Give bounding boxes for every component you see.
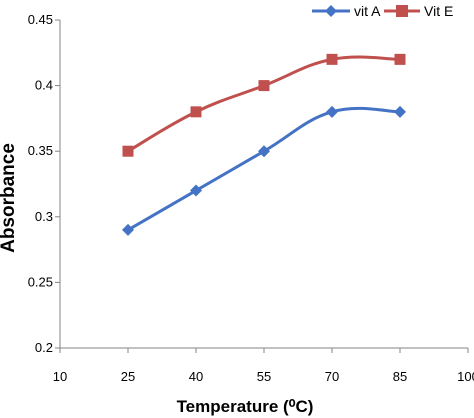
series-group <box>122 53 406 236</box>
x-tick-label: 70 <box>325 369 339 384</box>
axes <box>55 19 469 353</box>
series-vit-a <box>122 105 406 236</box>
legend-marker-vit-e <box>396 5 408 17</box>
data-point-vit-a <box>122 223 134 236</box>
y-tick-label: 0.35 <box>28 143 53 158</box>
x-tick-label: 10 <box>53 369 67 384</box>
y-tick-label: 0.2 <box>35 340 53 355</box>
data-point-vit-e <box>258 80 270 92</box>
series-vit-e <box>122 53 406 157</box>
data-point-vit-e <box>122 145 134 157</box>
legend-label-vit-a: vit A <box>354 3 381 19</box>
legend-label-vit-e: Vit E <box>424 3 453 19</box>
x-tick-label: 85 <box>393 369 407 384</box>
legend-marker-vit-a <box>325 5 337 17</box>
series-line-vit-e <box>127 55 401 153</box>
legend: vit A Vit E <box>312 3 453 19</box>
y-tick-label: 0.4 <box>35 78 53 93</box>
data-point-vit-e <box>394 53 406 65</box>
data-point-vit-a <box>394 105 406 118</box>
x-axis-title: Temperature (⁰C) <box>177 397 314 416</box>
y-tick-label: 0.3 <box>35 209 53 224</box>
data-point-vit-a <box>258 145 270 158</box>
data-point-vit-a <box>190 184 202 197</box>
y-tick-label: 0.25 <box>28 274 53 289</box>
data-point-vit-e <box>190 106 202 118</box>
legend-item-vit-a: vit A <box>312 3 381 19</box>
x-tick-label: 55 <box>257 369 271 384</box>
tick-labels: 0.2 0.25 0.3 0.35 0.4 0.45 10 25 40 55 70 85 100 <box>28 12 474 384</box>
x-tick-label: 40 <box>189 369 203 384</box>
legend-item-vit-e: Vit E <box>384 3 453 19</box>
data-point-vit-a <box>326 105 338 118</box>
y-axis-title: Absorbance <box>0 143 19 253</box>
y-tick-label: 0.45 <box>28 12 53 27</box>
x-tick-label: 100 <box>457 369 474 384</box>
x-tick-label: 25 <box>121 369 135 384</box>
data-point-vit-e <box>326 53 338 65</box>
